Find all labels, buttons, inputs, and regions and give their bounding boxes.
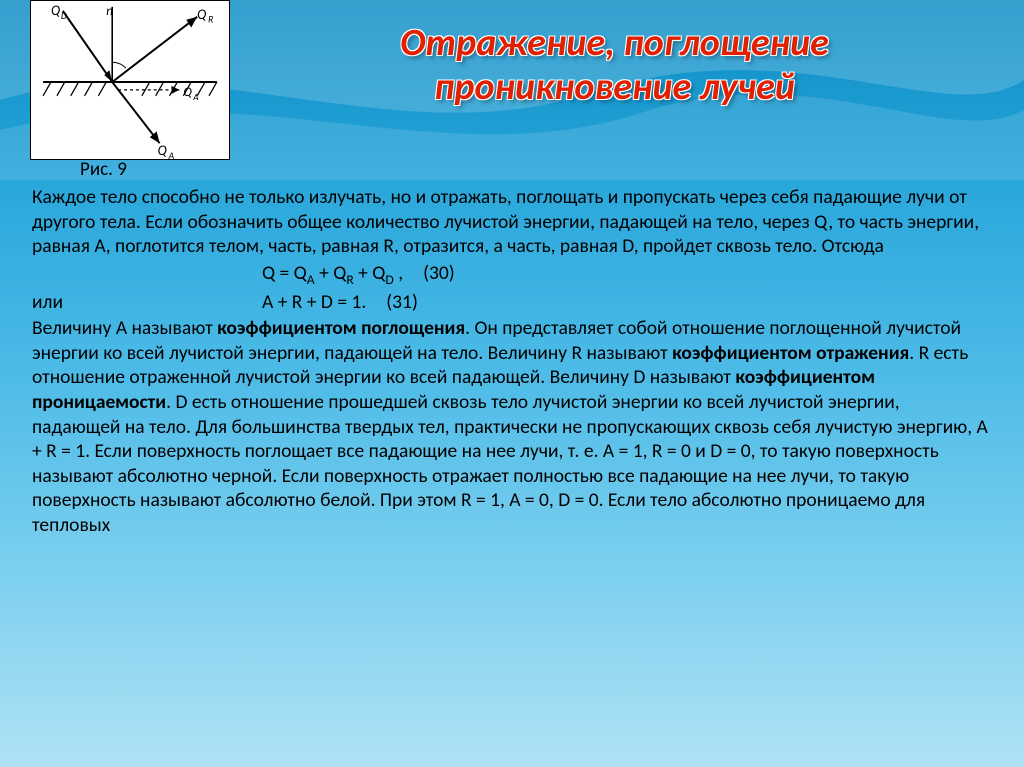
svg-text:n: n	[106, 4, 113, 19]
equation-31: или A + R + D = 1. (31)	[32, 290, 992, 315]
paragraph-2: Величину A называют коэффициентом поглощ…	[32, 316, 992, 537]
eq2-body: A + R + D = 1.	[262, 290, 366, 315]
eq1-lead	[32, 261, 262, 288]
svg-text:Q: Q	[51, 2, 60, 19]
eq2-lead: или	[32, 290, 262, 315]
ray-diagram: QD n QR QA QA	[30, 0, 230, 160]
svg-text:D: D	[61, 10, 67, 22]
svg-text:Q: Q	[158, 142, 167, 159]
figure-caption: Рис. 9	[80, 158, 127, 181]
paragraph-1: Каждое тело способно не только излучать,…	[32, 185, 992, 259]
term-absorption: коэффициентом поглощения	[217, 316, 465, 340]
title-line-1: Отражение, поглощение	[400, 20, 829, 66]
svg-text:R: R	[208, 14, 213, 26]
eq1-num: (30)	[423, 261, 455, 288]
slide-body: Каждое тело способно не только излучать,…	[32, 185, 992, 537]
equation-30: Q = QA + QR + QD , (30)	[32, 261, 992, 288]
term-reflection: коэффициентом отражения	[672, 341, 909, 365]
eq1-body: Q = QA + QR + QD ,	[262, 261, 403, 288]
svg-text:Q: Q	[197, 6, 206, 23]
svg-text:A: A	[192, 93, 198, 103]
slide-title: Отражение, поглощение проникновение луче…	[245, 22, 984, 109]
svg-text:A: A	[168, 150, 175, 159]
title-line-2: проникновение лучей	[434, 64, 795, 110]
eq2-num: (31)	[386, 290, 418, 315]
svg-text:Q: Q	[183, 85, 192, 100]
